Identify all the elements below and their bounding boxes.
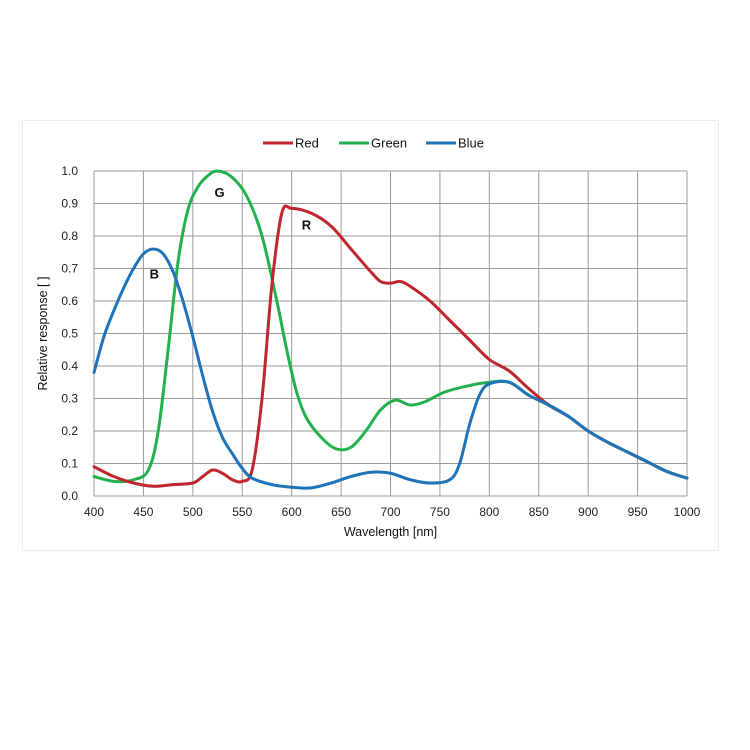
y-tick-label: 0.8 xyxy=(61,229,78,243)
legend-label-green: Green xyxy=(371,136,407,151)
x-tick-label: 1000 xyxy=(674,505,701,519)
curve-label-b: B xyxy=(150,266,159,281)
x-tick-label: 650 xyxy=(331,505,351,519)
y-tick-label: 1.0 xyxy=(61,164,78,178)
y-tick-label: 0.4 xyxy=(61,359,78,373)
series-line-blue xyxy=(92,247,689,490)
curve-label-r: R xyxy=(302,218,312,233)
y-tick-label: 0.9 xyxy=(61,197,78,211)
x-tick-label: 750 xyxy=(430,505,450,519)
x-tick-label: 900 xyxy=(578,505,598,519)
grid xyxy=(93,170,688,497)
spectral-response-chart: G R B 400 450 500 550 600 650 700 750 800 850 900 950… xyxy=(36,136,701,540)
x-axis-ticks: 400 450 500 550 600 650 700 750 800 850 900 950 1000 xyxy=(84,505,701,519)
plot-lines xyxy=(92,169,689,490)
y-axis-label: Relative response [ ] xyxy=(36,277,50,391)
legend-label-red: Red xyxy=(295,136,319,151)
x-tick-label: 500 xyxy=(183,505,203,519)
y-tick-label: 0.5 xyxy=(61,327,78,341)
x-axis-label: Wavelength [nm] xyxy=(344,525,437,539)
x-tick-label: 450 xyxy=(133,505,153,519)
y-tick-label: 0.1 xyxy=(61,457,78,471)
curve-annotations: G R B xyxy=(150,185,312,281)
x-tick-label: 600 xyxy=(282,505,302,519)
x-tick-label: 950 xyxy=(628,505,648,519)
y-tick-label: 0.0 xyxy=(61,489,78,503)
y-axis-ticks: 0.0 0.1 0.2 0.3 0.4 0.5 0.6 0.7 0.8 0.9 1.0 xyxy=(61,164,78,503)
x-tick-label: 800 xyxy=(479,505,499,519)
x-tick-label: 700 xyxy=(380,505,400,519)
y-tick-label: 0.6 xyxy=(61,294,78,308)
x-tick-label: 850 xyxy=(529,505,549,519)
x-tick-label: 550 xyxy=(232,505,252,519)
legend: Red Green Blue xyxy=(263,136,484,151)
y-tick-label: 0.2 xyxy=(61,424,78,438)
x-tick-label: 400 xyxy=(84,505,104,519)
y-tick-label: 0.3 xyxy=(61,392,78,406)
y-tick-label: 0.7 xyxy=(61,262,78,276)
chart-figure: G R B 400 450 500 550 600 650 700 750 800 850 900 950… xyxy=(22,120,719,551)
legend-label-blue: Blue xyxy=(458,136,484,151)
curve-label-g: G xyxy=(214,185,224,200)
